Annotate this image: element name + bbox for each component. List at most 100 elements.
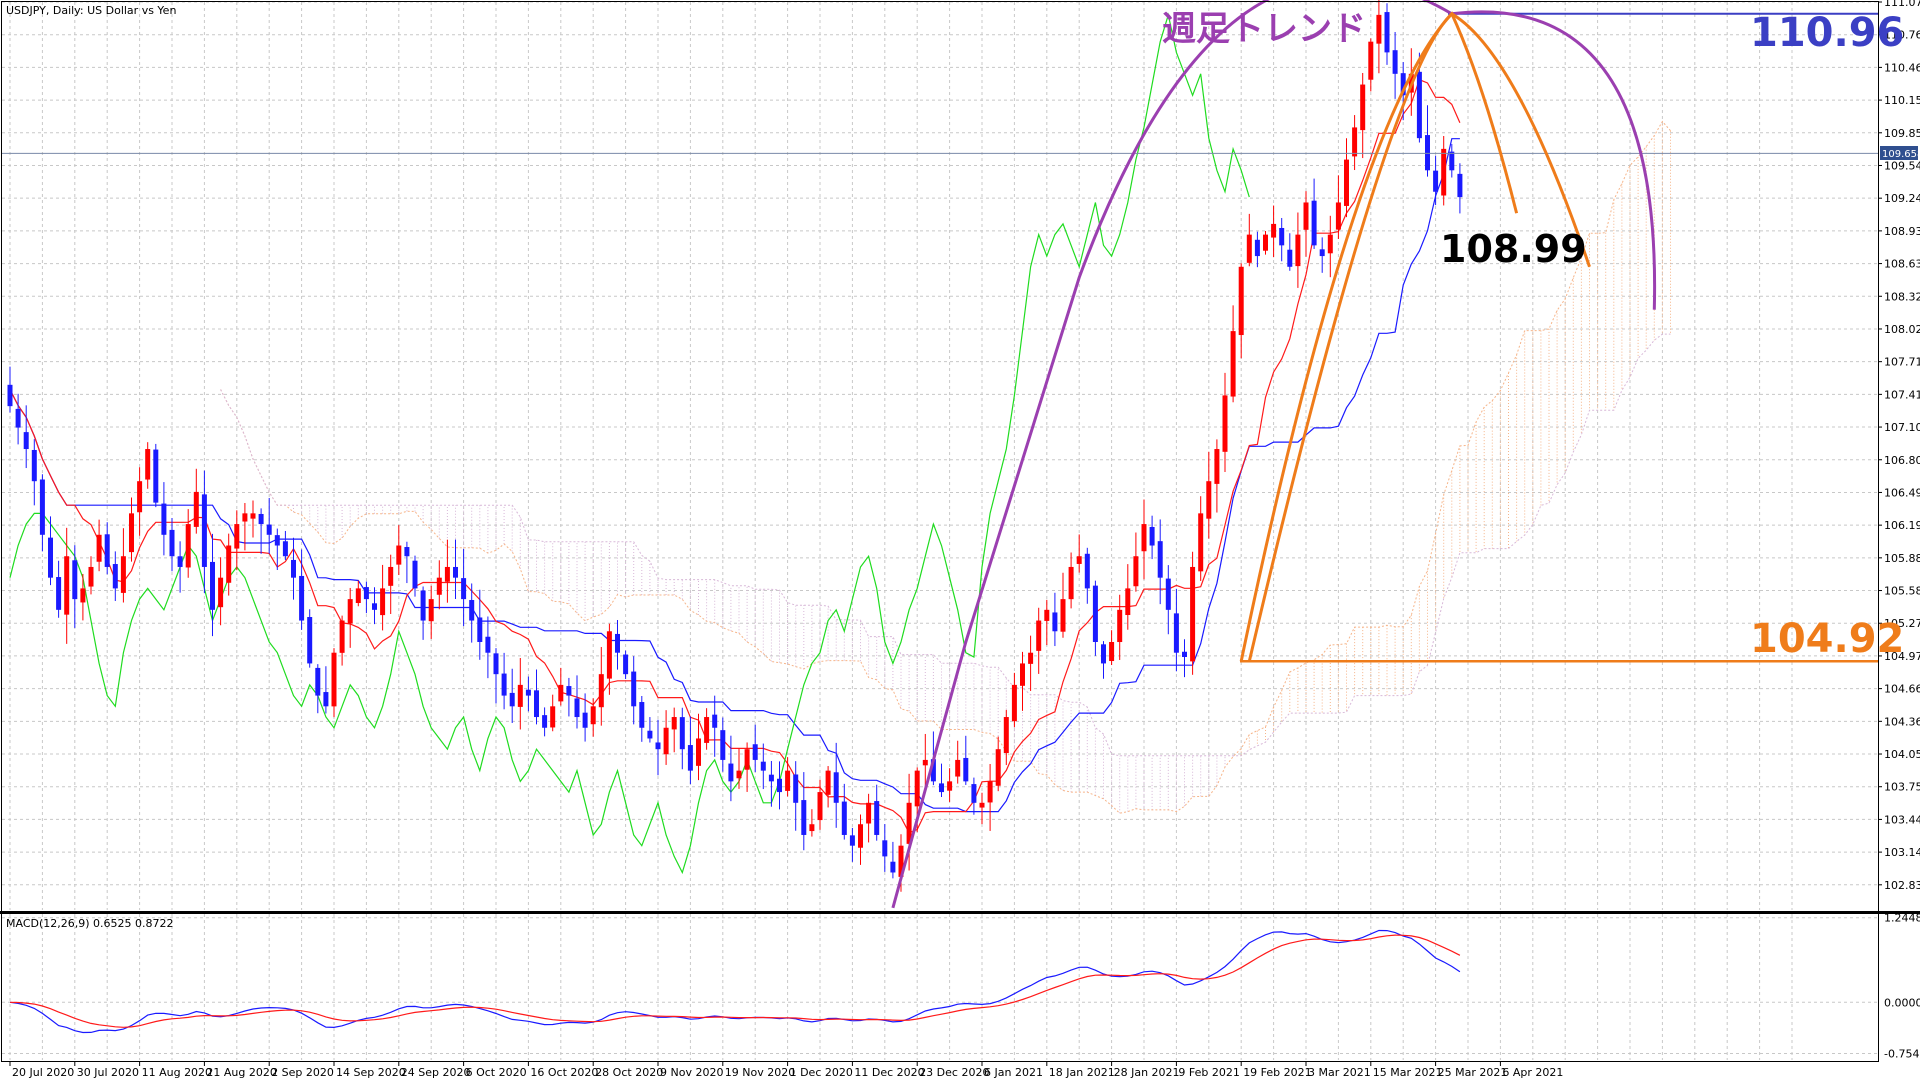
- candle-body: [396, 545, 402, 565]
- date-tick-label: 24 Sep 2020: [401, 1066, 471, 1079]
- macd-tick-label: -0.7544: [1884, 1048, 1920, 1061]
- candle-body: [1327, 234, 1333, 254]
- candle-body: [1335, 202, 1341, 230]
- candle-body: [1416, 71, 1422, 139]
- chikou-line: [9, 12, 1250, 875]
- candle-body: [963, 757, 969, 782]
- candle-body: [501, 673, 507, 696]
- candle-body: [1028, 652, 1034, 664]
- candle-body: [380, 588, 386, 616]
- date-tick-label: 28 Oct 2020: [595, 1066, 663, 1079]
- candle-body: [1263, 234, 1268, 251]
- candle-body: [1092, 585, 1098, 642]
- candle-body: [615, 633, 620, 653]
- candle-body: [623, 654, 629, 675]
- candle-body: [1384, 12, 1390, 53]
- candle-body: [201, 494, 207, 567]
- candle-body: [777, 778, 782, 793]
- date-tick-label: 6 Apr 2021: [1502, 1066, 1563, 1079]
- weekly-trend-annotation: 週足トレンド: [1162, 9, 1366, 49]
- candle-body: [412, 560, 418, 589]
- candle-body: [1222, 395, 1228, 452]
- candle-body: [363, 587, 369, 600]
- price-tick-label: 104.360: [1884, 715, 1920, 728]
- candle-body: [1125, 588, 1131, 616]
- candle-body: [177, 556, 183, 567]
- date-tick-label: 11 Dec 2020: [854, 1066, 924, 1079]
- candle-body: [1157, 541, 1163, 578]
- candle-body: [339, 620, 345, 653]
- candle-body: [947, 781, 953, 791]
- candle-body: [882, 840, 888, 857]
- candle-body: [849, 835, 855, 846]
- candle-body: [582, 712, 588, 728]
- candle-body: [1020, 663, 1025, 686]
- candle-body: [744, 749, 750, 770]
- candle-body: [161, 503, 167, 535]
- candle-body: [785, 770, 791, 791]
- candle-body: [80, 588, 86, 603]
- candle-body: [1044, 609, 1050, 621]
- date-tick-label: 28 Jan 2021: [1114, 1066, 1180, 1079]
- date-tick-label: 23 Dec 2020: [919, 1066, 989, 1079]
- weekly-trend-arc: [891, 0, 1657, 909]
- candle-body: [558, 684, 564, 702]
- candle-body: [525, 689, 531, 696]
- candle-body: [1076, 556, 1082, 564]
- candle-body: [1109, 641, 1115, 662]
- candle-body: [137, 481, 143, 513]
- candle-body: [1368, 41, 1374, 80]
- candle-body: [39, 479, 45, 535]
- candle-body: [1425, 135, 1430, 171]
- candle-body: [1141, 524, 1147, 552]
- candle-body: [1287, 249, 1293, 267]
- price-tick-label: 107.715: [1884, 356, 1920, 369]
- candle-body: [922, 759, 928, 766]
- candle-body: [590, 706, 596, 725]
- candle-body: [242, 513, 248, 522]
- candle-body: [1400, 73, 1406, 96]
- candle-body: [655, 742, 661, 750]
- price-tick-label: 102.835: [1884, 879, 1920, 892]
- macd-tick-label: 0.0000: [1884, 996, 1920, 1009]
- candle-body: [736, 770, 742, 779]
- candle-body: [1165, 578, 1171, 610]
- candle-body: [825, 770, 831, 795]
- candle-body: [1449, 151, 1455, 171]
- price-tick-label: 108.935: [1884, 225, 1920, 238]
- kijun-line: [9, 138, 1460, 813]
- candle-body: [955, 759, 961, 777]
- daily-trend-arc-outer: [1239, 11, 1591, 662]
- candle-body: [1011, 684, 1017, 722]
- candle-body: [793, 774, 799, 803]
- candle-body: [120, 556, 126, 593]
- candle-body: [1238, 266, 1244, 336]
- date-tick-label: 30 Jul 2020: [77, 1066, 139, 1079]
- candle-body: [323, 692, 329, 707]
- candle-body: [282, 541, 288, 557]
- date-tick-label: 19 Nov 2020: [725, 1066, 795, 1079]
- current-price-marker: [1880, 146, 1918, 160]
- candle-body: [104, 534, 110, 567]
- level-mid-label: 108.99: [1440, 227, 1587, 271]
- candle-body: [671, 717, 677, 730]
- candle-body: [1279, 227, 1285, 246]
- date-tick-label: 2 Sep 2020: [271, 1066, 334, 1079]
- candle-body: [485, 636, 491, 653]
- candle-body: [720, 730, 726, 760]
- candle-body: [372, 603, 377, 610]
- candle-body: [1271, 223, 1277, 238]
- date-tick-label: 25 Mar 2021: [1438, 1066, 1508, 1079]
- price-tick-label: 105.885: [1884, 552, 1920, 565]
- candle-body: [801, 800, 807, 835]
- price-tick-label: 107.410: [1884, 388, 1920, 401]
- candle-body: [436, 577, 442, 595]
- candle-body: [1214, 449, 1220, 484]
- candle-body: [48, 537, 53, 578]
- candle-body: [517, 684, 523, 707]
- candle-body: [817, 792, 823, 821]
- candle-body: [145, 449, 151, 480]
- candle-body: [858, 824, 863, 848]
- date-tick-label: 18 Jan 2021: [1049, 1066, 1115, 1079]
